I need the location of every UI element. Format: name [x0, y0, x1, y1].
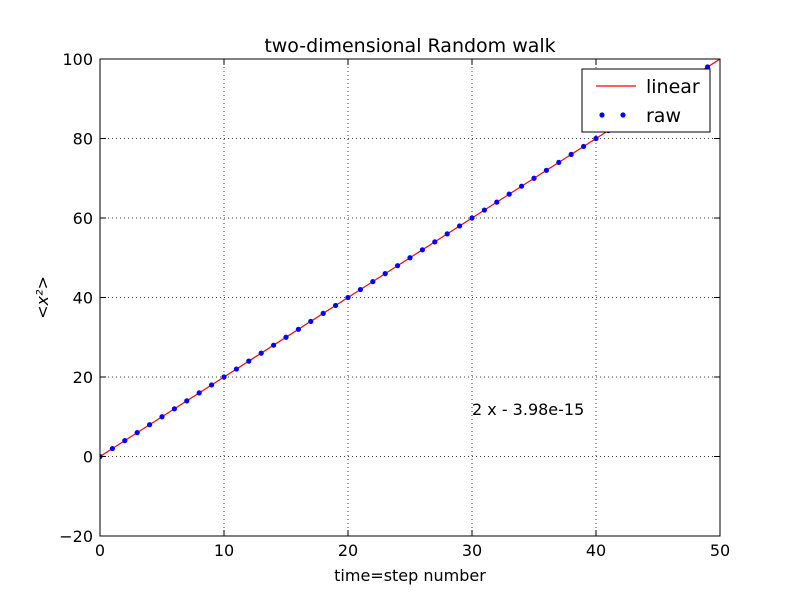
data-point-raw [419, 247, 425, 253]
y-tick-label: 40 [73, 289, 93, 308]
legend-swatch-raw [599, 112, 605, 118]
fit-annotation: 2 x - 3.98e-15 [472, 400, 584, 419]
data-point-raw [357, 286, 363, 293]
x-axis-label: time=step number [334, 566, 486, 585]
data-point-raw [333, 302, 339, 309]
data-point-raw [196, 390, 202, 396]
data-point-raw [233, 366, 239, 372]
legend-swatch-raw [620, 112, 626, 118]
data-point-raw [481, 207, 487, 213]
data-point-raw [308, 318, 314, 324]
y-tick-label: 100 [62, 50, 93, 69]
data-point-raw [543, 167, 550, 173]
data-point-raw [171, 406, 177, 412]
data-point-raw [221, 374, 227, 380]
data-point-raw [320, 310, 326, 316]
data-point-raw [568, 151, 574, 157]
y-tick-label: 20 [73, 368, 93, 387]
data-point-raw [382, 271, 388, 277]
data-point-raw [271, 342, 277, 348]
x-tick-label: 0 [95, 541, 105, 560]
y-tick-label: −20 [59, 527, 93, 546]
data-point-raw [494, 199, 500, 205]
data-point-raw [581, 143, 587, 150]
data-point-raw [593, 135, 599, 142]
chart-title: two-dimensional Random walk [264, 35, 555, 57]
x-tick-label: 20 [338, 541, 358, 560]
x-tick-label: 10 [214, 541, 234, 560]
data-point-raw [209, 382, 215, 388]
data-point-raw [457, 223, 463, 229]
data-point-raw [283, 334, 289, 340]
data-point-raw [469, 215, 475, 221]
data-point-raw [258, 350, 264, 356]
x-tick-label: 40 [586, 541, 606, 560]
data-point-raw [184, 398, 190, 404]
legend: linear raw [581, 68, 711, 133]
data-point-raw [109, 445, 115, 452]
data-point-raw [122, 438, 128, 444]
y-tick-label: 80 [73, 130, 93, 149]
data-point-raw [444, 231, 450, 237]
data-point-raw [395, 263, 401, 269]
x-tick-label: 30 [462, 541, 482, 560]
x-tick-label: 50 [710, 541, 730, 560]
data-point-raw [246, 358, 252, 364]
data-point-raw [531, 175, 537, 181]
y-tick-label: 60 [73, 209, 93, 228]
data-point-raw [506, 191, 512, 197]
data-point-raw [147, 422, 153, 428]
legend-label-linear: linear [646, 76, 700, 98]
data-point-raw [134, 430, 140, 436]
data-point-raw [432, 239, 438, 245]
data-point-raw [295, 326, 301, 332]
legend-box [581, 68, 711, 133]
y-tick-label: 0 [83, 448, 93, 467]
data-point-raw [345, 294, 351, 301]
data-point-raw [159, 414, 165, 420]
data-point-raw [705, 64, 711, 70]
data-point-raw [407, 255, 413, 261]
data-point-raw [556, 159, 562, 165]
data-point-raw [370, 279, 376, 285]
y-axis-label: <x²> [33, 276, 52, 319]
data-point-raw [519, 183, 525, 189]
legend-label-raw: raw [646, 105, 681, 127]
